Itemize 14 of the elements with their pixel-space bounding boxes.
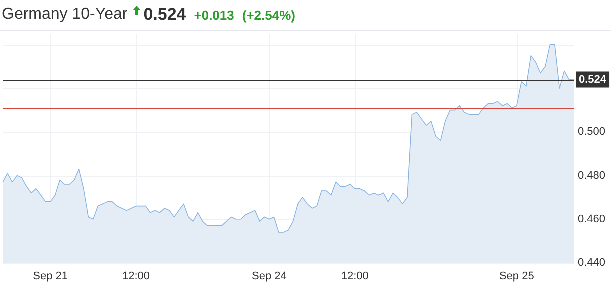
y-tick-label: 0.480	[578, 170, 606, 182]
text: +0.013	[194, 8, 234, 22]
x-tick-label: Sep 25	[499, 270, 534, 282]
x-tick-label: Sep 21	[33, 270, 68, 282]
y-tick-label: 0.460	[578, 213, 606, 226]
x-tick-label: 12:00	[341, 270, 369, 282]
y-tick-label: 0.500	[578, 126, 606, 138]
text: (+2.54%)	[242, 8, 296, 22]
x-tick-label: 12:00	[122, 270, 150, 282]
chart-title: Germany 10-Year	[2, 6, 128, 24]
text: 0.524	[144, 5, 186, 25]
ref-line-label: 0.524	[579, 74, 608, 86]
x-tick-label: Sep 24	[252, 270, 287, 282]
y-tick-label: 0.440	[578, 257, 606, 269]
